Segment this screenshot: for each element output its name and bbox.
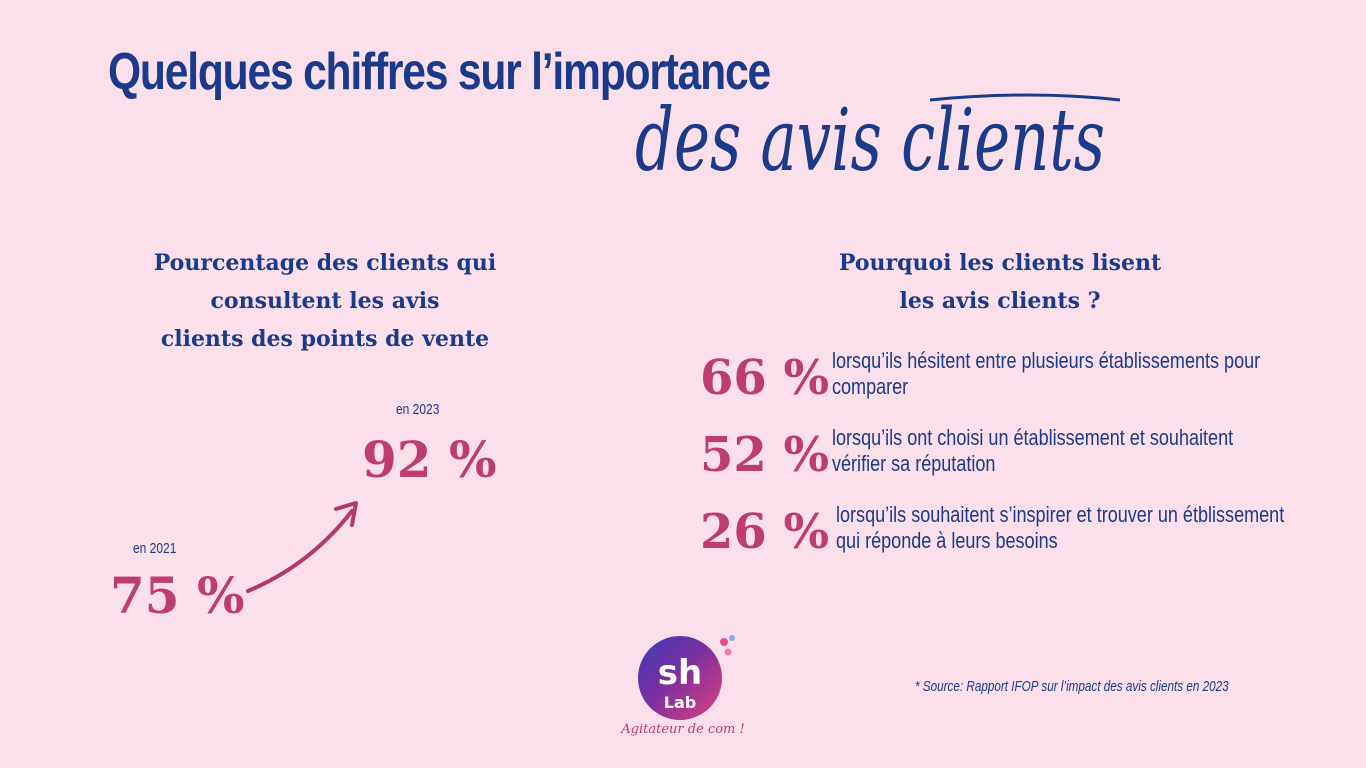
- label-2023: en 2023: [396, 401, 440, 418]
- stat-text: lorsqu’ils souhaitent s’inspirer et trou…: [836, 502, 1285, 553]
- right-heading-line-1: Pourquoi les clients lisent: [838, 250, 1162, 276]
- stat-value: 66 %: [700, 350, 830, 406]
- left-heading-line-2: consultent les avis: [210, 288, 440, 314]
- left-heading-line-1: Pourcentage des clients qui: [153, 250, 497, 276]
- stat-row: 26 % lorsqu’ils souhaitent s’inspirer et…: [700, 502, 1300, 572]
- left-heading: Pourcentage des clients qui consultent l…: [130, 244, 520, 358]
- script-subtitle-text: des avis clients: [635, 91, 1105, 191]
- label-2021: en 2021: [133, 540, 177, 557]
- script-swash: [929, 93, 1121, 102]
- shlab-logo: sh Lab: [638, 635, 735, 720]
- value-2023: 92 %: [362, 430, 497, 489]
- right-heading: Pourquoi les clients lisent les avis cli…: [800, 244, 1200, 320]
- logo-sub-text: Lab: [664, 693, 696, 712]
- value-2021: 75 %: [110, 566, 245, 625]
- logo-main-text: sh: [658, 653, 702, 693]
- left-heading-line-3: clients des points de vente: [160, 326, 490, 352]
- right-heading-line-2: les avis clients ?: [899, 288, 1101, 314]
- stat-value: 52 %: [700, 427, 830, 483]
- stat-row: 66 % lorsqu’ils hésitent entre plusieurs…: [700, 348, 1300, 418]
- page-title: Quelques chiffres sur l’importance: [108, 43, 771, 101]
- stat-row: 52 % lorsqu’ils ont choisi un établissem…: [700, 425, 1300, 495]
- source-note: * Source: Rapport IFOP sur l’impact des …: [915, 678, 1229, 695]
- stat-value: 26 %: [700, 504, 830, 560]
- trend-arrow-icon: [246, 501, 358, 593]
- logo-tagline: Agitateur de com !: [621, 722, 745, 737]
- stat-text: lorsqu’ils ont choisi un établissement e…: [832, 425, 1234, 476]
- script-subtitle: des avis clients: [635, 91, 1121, 191]
- stat-text: lorsqu’ils hésitent entre plusieurs étab…: [832, 348, 1261, 399]
